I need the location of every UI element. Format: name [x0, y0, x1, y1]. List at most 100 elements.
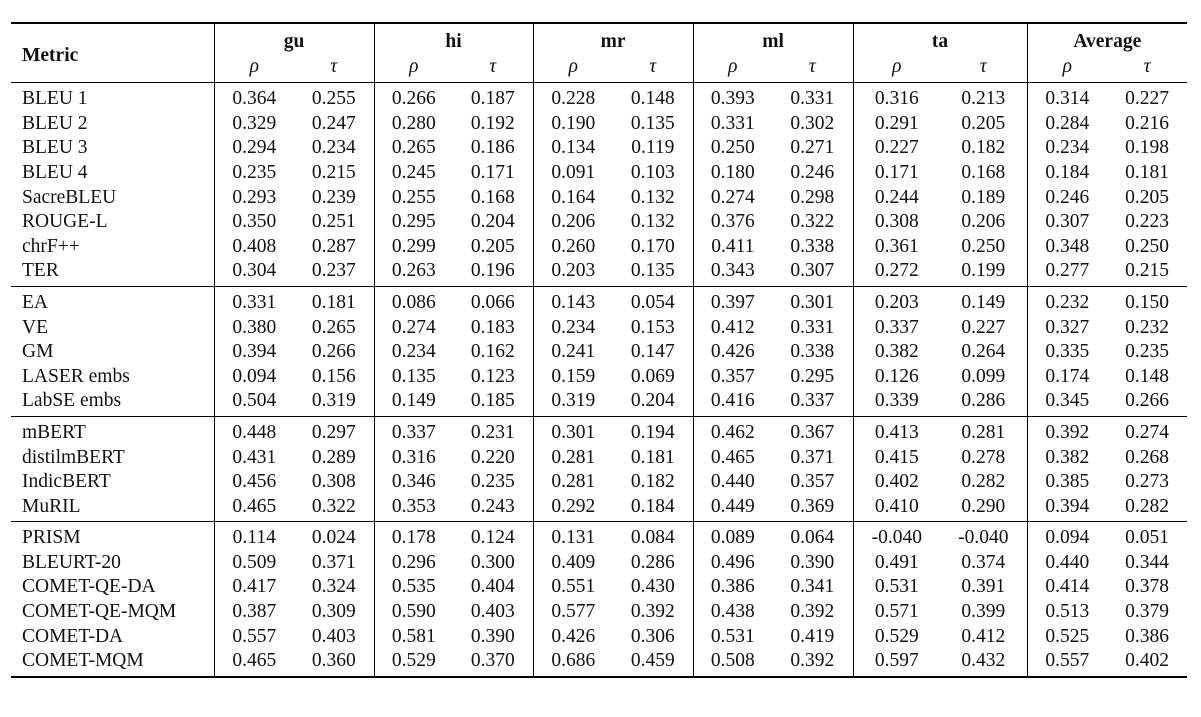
- tau-value: 0.215: [311, 161, 356, 183]
- tau-value: 0.205: [961, 112, 1006, 134]
- rho-value: 0.348: [1026, 234, 1108, 260]
- rho-value: 0.280: [373, 111, 454, 137]
- tau-value: 0.281: [940, 415, 1028, 446]
- table-row: COMET-QE-MQM 0.387 0.309 0.590 0.403 0.577 0.3…: [11, 600, 1187, 625]
- rho-value: 0.571: [852, 600, 941, 625]
- lang-header-ml: ml: [692, 22, 854, 55]
- rho-value: 0.241: [532, 340, 614, 365]
- tau-value: 0.235: [1125, 341, 1169, 363]
- rho-value: 0.392: [1026, 415, 1108, 446]
- table-row: chrF++ 0.408 0.287 0.299 0.205 0.260 0.170 0.41…: [11, 234, 1187, 260]
- metric-name: PRISM: [11, 521, 214, 551]
- rho-value: 0.416: [692, 389, 773, 417]
- rho-value: 0.449: [692, 494, 773, 522]
- metric-name: chrF++: [22, 235, 80, 257]
- rho-value: 0.402: [852, 470, 941, 495]
- table-row: distilmBERT 0.431 0.289 0.316 0.220 0.281 0.18…: [11, 445, 1187, 471]
- tau-value: 0.403: [311, 625, 356, 647]
- rho-value: 0.508: [692, 649, 773, 678]
- rho-value: 0.134: [532, 136, 614, 161]
- rho-value: 0.299: [373, 234, 454, 260]
- rho-value: 0.577: [532, 600, 614, 625]
- tau-value: 0.234: [311, 137, 356, 159]
- rho-value: 0.228: [532, 82, 614, 112]
- tau-value: 0.319: [311, 390, 356, 412]
- rho-value: 0.246: [1026, 185, 1108, 211]
- tau-value: 0.232: [1125, 316, 1169, 338]
- rho-value: 0.126: [852, 364, 941, 390]
- rho-value: 0.410: [852, 494, 941, 522]
- rho-value: 0.376: [692, 210, 773, 235]
- tau-value: 0.459: [613, 649, 694, 678]
- table-body: BLEU 1 0.364 0.255 0.266 0.187 0.228 0.148 0.39…: [11, 82, 1188, 678]
- tau-value: 0.250: [961, 235, 1006, 257]
- rho-value: 0.414: [1026, 575, 1108, 601]
- rho-value: 0.307: [1026, 210, 1108, 235]
- rho-value: 0.319: [532, 389, 614, 417]
- tau-value: 0.206: [961, 211, 1006, 233]
- rho-value: 0.382: [852, 340, 941, 365]
- tau-value: 0.289: [311, 446, 356, 468]
- tau-value: 0.390: [790, 551, 835, 573]
- tau-value: 0.307: [790, 260, 835, 282]
- tau-value: 0.192: [470, 112, 515, 134]
- rho-value: 0.357: [692, 364, 773, 390]
- results-table: Metric gu hi mr ml ta Average ρ τ ρ τ ρ …: [11, 22, 1188, 678]
- rho-value: 0.393: [692, 82, 773, 112]
- tau-value: 0.286: [630, 551, 675, 573]
- tau-value: 0.123: [470, 365, 515, 387]
- tau-value: 0.185: [470, 390, 515, 412]
- tau-value: 0.170: [630, 235, 675, 257]
- rho-value: 0.131: [532, 521, 614, 551]
- tau-value: 0.297: [294, 415, 375, 446]
- tau-value: 0.189: [961, 186, 1006, 208]
- metric-name: COMET-QE-DA: [22, 576, 156, 598]
- tau-value: 0.308: [311, 471, 356, 493]
- tau-value: 0.341: [790, 576, 835, 598]
- rho-value: 0.337: [373, 415, 454, 446]
- rho-value: 0.350: [213, 210, 294, 235]
- rho-value: 0.331: [213, 285, 294, 316]
- rho-value: 0.184: [1026, 160, 1108, 186]
- metric-name: VE: [22, 316, 48, 338]
- tau-value: 0.199: [961, 260, 1006, 282]
- tau-value: 0.391: [961, 576, 1006, 598]
- rho-value: 0.178: [373, 521, 454, 551]
- tau-value: 0.322: [790, 211, 835, 233]
- rho-value: 0.265: [373, 136, 454, 161]
- rho-value: 0.331: [692, 111, 773, 137]
- rho-value: 0.329: [213, 111, 294, 137]
- rho-value: 0.529: [852, 624, 941, 650]
- rho-value: 0.227: [852, 136, 941, 161]
- rho-value: 0.415: [852, 445, 941, 471]
- tau-value: 0.243: [470, 495, 515, 517]
- tau-value: 0.069: [630, 365, 675, 387]
- tau-value: 0.290: [961, 495, 1006, 517]
- rho-value: 0.343: [692, 259, 773, 287]
- rho-value: 0.281: [532, 445, 614, 471]
- table-row: BLEU 2 0.329 0.247 0.280 0.192 0.190 0.135 0.33…: [11, 111, 1187, 137]
- rho-value: 0.327: [1026, 315, 1108, 341]
- table-row: BLEU 4 0.235 0.215 0.245 0.171 0.091 0.103 0.18…: [11, 160, 1187, 186]
- rho-value: 0.513: [1026, 600, 1108, 625]
- rho-value: 0.380: [213, 315, 294, 341]
- lang-header-mr: mr: [532, 22, 694, 55]
- rho-value: 0.409: [532, 550, 614, 576]
- tau-value: 0.390: [470, 625, 515, 647]
- rho-value: 0.557: [1026, 649, 1108, 678]
- tau-value: 0.338: [790, 235, 835, 257]
- rho-value: 0.244: [852, 185, 941, 211]
- tau-value: 0.337: [790, 390, 835, 412]
- rho-value: 0.339: [852, 389, 941, 417]
- rho-value: 0.438: [692, 600, 773, 625]
- rho-value: 0.091: [532, 160, 614, 186]
- tau-value: 0.331: [772, 82, 854, 112]
- metric-name: COMET-DA: [22, 625, 124, 647]
- rho-value: 0.274: [692, 185, 773, 211]
- tau-value: 0.432: [940, 649, 1028, 678]
- rho-value: 0.272: [852, 259, 941, 287]
- tau-value: 0.392: [630, 601, 675, 623]
- metric-name: BLEURT-20: [22, 551, 121, 573]
- metric-name: BLEU 3: [22, 137, 88, 159]
- tau-value: 0.419: [790, 625, 835, 647]
